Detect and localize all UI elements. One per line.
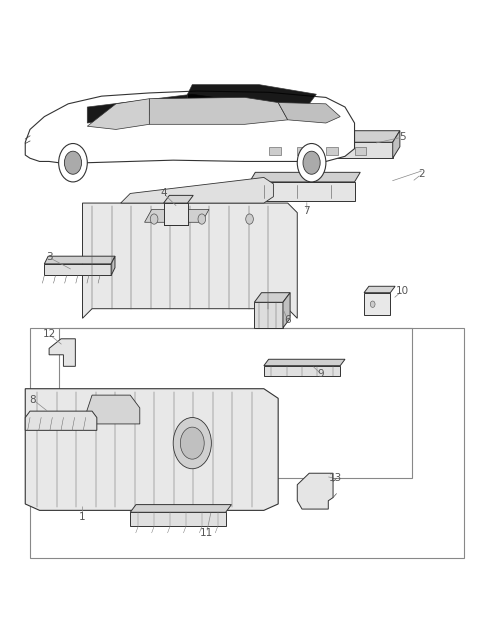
- Text: 1: 1: [79, 512, 86, 521]
- Bar: [364, 293, 390, 315]
- Bar: [130, 512, 226, 527]
- Circle shape: [173, 417, 211, 469]
- Polygon shape: [83, 395, 140, 424]
- Polygon shape: [364, 286, 395, 293]
- Polygon shape: [120, 177, 274, 203]
- Circle shape: [303, 151, 320, 174]
- Circle shape: [180, 427, 204, 459]
- Circle shape: [150, 214, 158, 224]
- Polygon shape: [188, 85, 316, 120]
- Polygon shape: [283, 293, 290, 328]
- Circle shape: [59, 143, 87, 182]
- Bar: [30, 328, 464, 558]
- Bar: [264, 366, 340, 376]
- Circle shape: [370, 301, 375, 307]
- Bar: [297, 147, 309, 155]
- Polygon shape: [87, 95, 259, 123]
- Text: 3: 3: [46, 253, 52, 262]
- Text: 13: 13: [329, 473, 342, 484]
- Text: 12: 12: [43, 329, 56, 340]
- Polygon shape: [25, 411, 97, 430]
- Circle shape: [198, 214, 205, 224]
- Polygon shape: [297, 473, 333, 509]
- Polygon shape: [130, 505, 231, 512]
- Bar: [269, 147, 281, 155]
- Polygon shape: [49, 339, 75, 367]
- Text: 8: 8: [30, 395, 36, 404]
- Text: 10: 10: [396, 285, 409, 296]
- Text: 5: 5: [399, 132, 406, 142]
- Polygon shape: [44, 256, 115, 264]
- Text: 11: 11: [200, 528, 213, 538]
- Circle shape: [64, 151, 82, 174]
- Text: 9: 9: [318, 369, 324, 379]
- Polygon shape: [25, 389, 278, 511]
- Polygon shape: [393, 131, 400, 158]
- Polygon shape: [254, 293, 290, 302]
- Text: 7: 7: [303, 206, 310, 217]
- Text: 4: 4: [160, 188, 167, 199]
- Bar: [254, 302, 283, 328]
- Polygon shape: [25, 91, 355, 163]
- Polygon shape: [87, 99, 149, 129]
- Text: 2: 2: [418, 169, 425, 179]
- Polygon shape: [144, 210, 209, 222]
- Polygon shape: [250, 172, 360, 182]
- Polygon shape: [164, 195, 193, 203]
- Bar: [326, 147, 338, 155]
- Bar: [355, 147, 366, 155]
- Circle shape: [246, 214, 253, 224]
- Text: 6: 6: [285, 315, 291, 325]
- Bar: [59, 328, 412, 478]
- Circle shape: [297, 143, 326, 182]
- Polygon shape: [264, 359, 345, 366]
- Bar: [164, 203, 188, 226]
- Polygon shape: [111, 256, 115, 275]
- Bar: [44, 264, 111, 275]
- Polygon shape: [250, 131, 400, 142]
- Polygon shape: [149, 98, 288, 124]
- Bar: [250, 142, 393, 158]
- Polygon shape: [278, 102, 340, 123]
- Bar: [250, 182, 355, 201]
- Polygon shape: [83, 203, 297, 318]
